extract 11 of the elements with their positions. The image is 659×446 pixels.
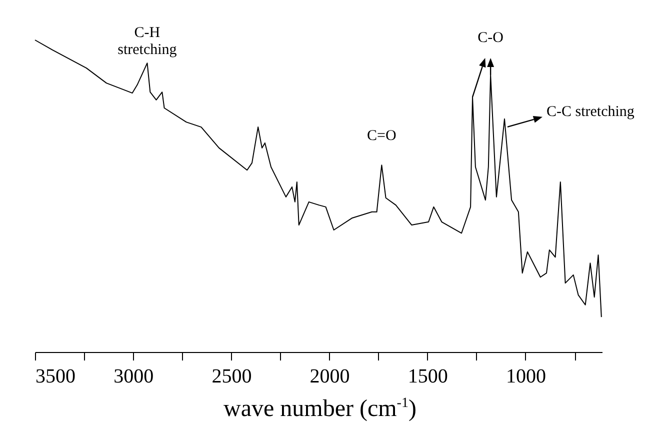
x-tick-label: 2500 xyxy=(212,366,252,388)
annotation: C-C stretching xyxy=(546,104,635,120)
annotation: C-O xyxy=(478,30,504,46)
x-tick-label: 1000 xyxy=(506,366,546,388)
x-tick-label: 3500 xyxy=(36,366,76,388)
x-axis-title: wave number (cm$^{-1}$) xyxy=(222,396,418,423)
annotation: C-H stretching xyxy=(118,25,178,58)
x-tick-label: 2000 xyxy=(310,366,350,388)
annotation: C=O xyxy=(367,128,396,144)
x-tick-label: 3000 xyxy=(114,366,154,388)
x-tick-label: 1500 xyxy=(408,366,448,388)
